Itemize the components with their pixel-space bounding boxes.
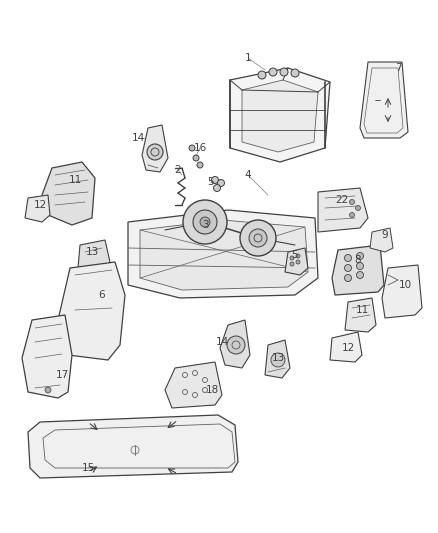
Circle shape: [193, 210, 217, 234]
Polygon shape: [220, 320, 250, 368]
Circle shape: [356, 206, 360, 211]
Text: 9: 9: [381, 230, 389, 240]
Circle shape: [290, 256, 294, 260]
Polygon shape: [128, 210, 318, 298]
Text: 12: 12: [33, 200, 46, 210]
Polygon shape: [370, 228, 393, 252]
Circle shape: [345, 264, 352, 271]
Polygon shape: [242, 80, 318, 152]
Circle shape: [240, 220, 276, 256]
Circle shape: [183, 200, 227, 244]
Polygon shape: [285, 248, 308, 275]
Polygon shape: [78, 240, 110, 272]
Text: 22: 22: [336, 195, 349, 205]
Circle shape: [290, 262, 294, 266]
Text: 2: 2: [175, 165, 181, 175]
Text: 10: 10: [399, 280, 412, 290]
Text: 8: 8: [355, 255, 361, 265]
Circle shape: [200, 217, 210, 227]
Circle shape: [357, 253, 364, 260]
Circle shape: [45, 387, 51, 393]
Text: 16: 16: [193, 143, 207, 153]
Circle shape: [345, 274, 352, 281]
Text: 11: 11: [355, 305, 369, 315]
Polygon shape: [332, 245, 384, 295]
Text: 15: 15: [81, 463, 95, 473]
Text: 12: 12: [341, 343, 355, 353]
Text: 6: 6: [99, 290, 105, 300]
Polygon shape: [58, 262, 125, 360]
Circle shape: [193, 155, 199, 161]
Circle shape: [350, 199, 354, 205]
Polygon shape: [140, 220, 308, 290]
Polygon shape: [382, 265, 422, 318]
Circle shape: [147, 144, 163, 160]
Text: 5: 5: [207, 177, 213, 187]
Polygon shape: [142, 125, 168, 172]
Text: 13: 13: [272, 353, 285, 363]
Circle shape: [357, 271, 364, 279]
Text: 14: 14: [215, 337, 229, 347]
Circle shape: [197, 162, 203, 168]
Polygon shape: [22, 315, 72, 398]
Polygon shape: [318, 188, 368, 232]
Circle shape: [296, 254, 300, 258]
Polygon shape: [345, 298, 376, 332]
Circle shape: [345, 254, 352, 262]
Text: 18: 18: [205, 385, 219, 395]
Polygon shape: [165, 362, 222, 408]
Polygon shape: [265, 340, 290, 378]
Circle shape: [280, 68, 288, 76]
Circle shape: [258, 71, 266, 79]
Text: 14: 14: [131, 133, 145, 143]
Circle shape: [296, 260, 300, 264]
Circle shape: [249, 229, 267, 247]
Circle shape: [212, 176, 219, 183]
Circle shape: [227, 336, 245, 354]
Circle shape: [271, 353, 285, 367]
Text: 3: 3: [201, 220, 208, 230]
Text: 17: 17: [55, 370, 69, 380]
Polygon shape: [42, 162, 95, 225]
Text: 5: 5: [292, 250, 298, 260]
Circle shape: [269, 68, 277, 76]
Text: 7: 7: [395, 63, 401, 73]
Circle shape: [189, 145, 195, 151]
Polygon shape: [360, 62, 408, 138]
Text: 1: 1: [245, 53, 251, 63]
Circle shape: [350, 213, 354, 217]
Polygon shape: [28, 415, 238, 478]
Text: 13: 13: [85, 247, 99, 257]
Circle shape: [291, 69, 299, 77]
Text: 4: 4: [245, 170, 251, 180]
Circle shape: [213, 184, 220, 191]
Circle shape: [218, 180, 225, 187]
Text: 11: 11: [68, 175, 81, 185]
Circle shape: [357, 262, 364, 270]
Polygon shape: [230, 68, 330, 162]
Polygon shape: [25, 195, 50, 222]
Polygon shape: [330, 332, 362, 362]
